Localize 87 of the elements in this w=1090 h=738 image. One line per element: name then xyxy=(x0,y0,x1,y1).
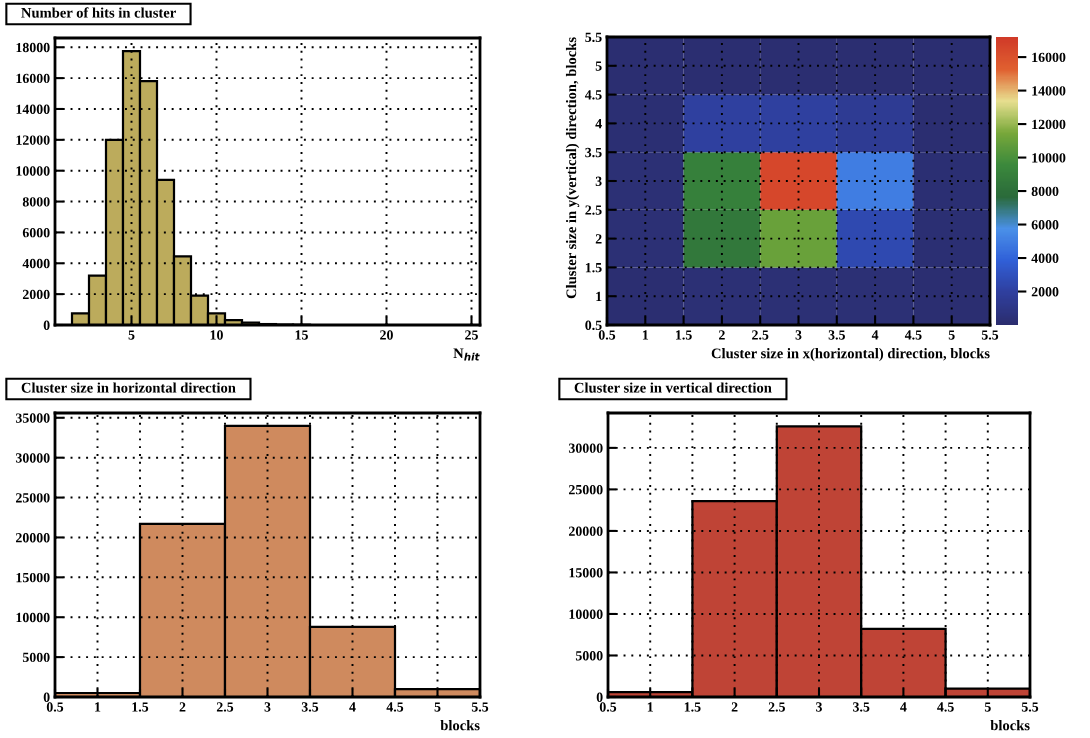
x-tick-label: 15 xyxy=(295,330,308,340)
x-tick-label: 5 xyxy=(434,702,441,712)
x-tick-label: 2.5 xyxy=(216,702,234,712)
x-tick-label: 1.5 xyxy=(676,330,692,340)
y-tick-label: 16000 xyxy=(16,73,50,84)
x-tick-label: 1.5 xyxy=(132,702,149,712)
x-tick-label: 5.5 xyxy=(981,330,999,340)
y-tick-label: 15000 xyxy=(569,568,603,578)
x-tick-label: 5 xyxy=(948,330,955,340)
y-tick-label: 4000 xyxy=(22,258,50,269)
y-tick-label: 20000 xyxy=(569,526,603,536)
y-tick-label: 10000 xyxy=(569,609,603,619)
x-tick-label: 1 xyxy=(642,330,649,340)
y-tick-label: 10000 xyxy=(16,166,50,176)
x-tick-label: 3 xyxy=(264,702,271,712)
y-tick-label: 4 xyxy=(595,119,602,129)
x-tick-label: 2 xyxy=(179,702,186,712)
x-tick-label: 1.5 xyxy=(684,702,701,712)
y-tick-label: 2 xyxy=(595,234,602,244)
y-tick-label: 20000 xyxy=(16,533,50,543)
y-tick-label: 25000 xyxy=(16,493,50,503)
color-bar-label: 2000 xyxy=(1031,287,1059,297)
x-tick-label: 2 xyxy=(719,330,725,340)
y-tick-label: 15000 xyxy=(16,572,50,583)
x-axis-title: N$_{hit}$ xyxy=(453,348,480,361)
y-tick-label: 5000 xyxy=(22,652,50,663)
chart-title: Cluster size in horizontal direction xyxy=(21,382,236,393)
x-tick-label: 3.5 xyxy=(301,702,319,712)
y-tick-label: 5.5 xyxy=(585,32,602,43)
x-tick-label: 3 xyxy=(795,330,802,340)
color-bar-label: 10000 xyxy=(1032,153,1066,163)
color-bar-label: 12000 xyxy=(1032,119,1066,130)
x-tick-label: 3.5 xyxy=(828,330,845,340)
color-bar-label: 6000 xyxy=(1031,220,1059,230)
y-tick-label: 5000 xyxy=(575,651,603,661)
x-tick-label: 4.5 xyxy=(937,702,954,712)
y-tick-label: 4.5 xyxy=(584,90,602,100)
y-tick-label: 30000 xyxy=(568,443,603,453)
color-bar-label: 16000 xyxy=(1032,52,1066,63)
x-tick-label: 20 xyxy=(380,330,393,340)
x-tick-label: 5 xyxy=(128,330,135,340)
y-tick-label: 18000 xyxy=(16,42,50,53)
y-tick-label: 14000 xyxy=(16,104,50,114)
y-tick-label: 3.5 xyxy=(585,147,602,158)
x-tick-label: 5.5 xyxy=(471,702,489,712)
x-tick-label: 4 xyxy=(900,702,907,712)
x-tick-label: 1 xyxy=(95,702,101,712)
y-tick-label: 2.5 xyxy=(585,205,602,215)
x-tick-label: 10 xyxy=(210,330,223,340)
x-tick-label: 3.5 xyxy=(853,702,870,712)
y-tick-label: 30000 xyxy=(15,453,50,463)
x-tick-label: 4 xyxy=(349,702,356,712)
chart-title: Number of hits in cluster xyxy=(21,7,176,18)
x-tick-label: 2.5 xyxy=(752,330,769,340)
y-tick-label: 0.5 xyxy=(585,320,602,331)
x-axis-title: blocks xyxy=(990,720,1030,731)
y-axis-title: Cluster size in y(vertical) direction, blocks xyxy=(565,37,580,299)
y-tick-label: 35000 xyxy=(15,413,50,423)
x-tick-label: 4 xyxy=(871,330,879,340)
y-tick-label: 3 xyxy=(595,176,602,186)
chart-title: Cluster size in vertical direction xyxy=(574,382,772,393)
y-tick-label: 0 xyxy=(596,692,603,702)
x-tick-label: 2 xyxy=(731,702,738,712)
y-tick-label: 1 xyxy=(596,291,602,302)
y-tick-label: 0 xyxy=(43,692,50,702)
color-bar-label: 8000 xyxy=(1031,186,1059,196)
x-tick-label: 2.5 xyxy=(768,702,785,712)
color-bar-label: 14000 xyxy=(1032,86,1066,96)
x-tick-label: 1 xyxy=(647,702,653,712)
y-tick-label: 2000 xyxy=(22,289,50,300)
y-tick-label: 0 xyxy=(43,320,50,330)
y-tick-label: 1.5 xyxy=(585,263,602,273)
x-tick-label: 25 xyxy=(465,330,478,340)
y-tick-label: 6000 xyxy=(22,228,50,238)
y-tick-label: 25000 xyxy=(569,484,603,495)
x-tick-label: 4.5 xyxy=(386,702,404,712)
color-bar-label: 4000 xyxy=(1031,253,1059,263)
y-tick-label: 5 xyxy=(595,61,602,71)
x-axis-title: Cluster size in x(horizontal) direction, blocks xyxy=(711,348,990,362)
x-axis-title: blocks xyxy=(440,720,480,731)
y-tick-label: 10000 xyxy=(16,612,50,623)
y-tick-label: 8000 xyxy=(22,197,50,207)
x-tick-label: 3 xyxy=(816,702,822,712)
x-tick-label: 5.5 xyxy=(1021,702,1039,712)
x-tick-label: 5 xyxy=(984,702,991,712)
y-tick-label: 12000 xyxy=(16,135,50,145)
x-tick-label: 4.5 xyxy=(904,330,922,340)
